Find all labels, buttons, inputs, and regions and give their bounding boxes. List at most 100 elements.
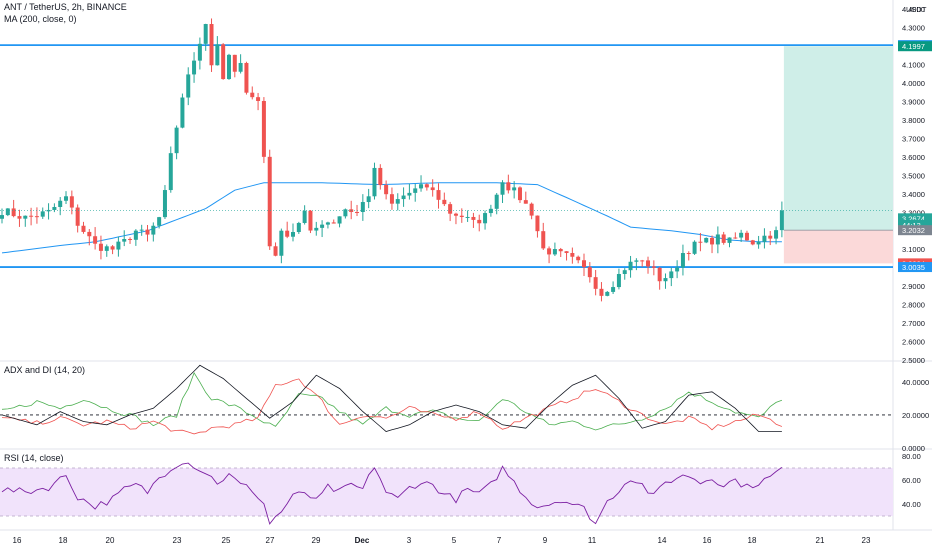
price-tick-label: 3.4000 [902,190,925,199]
candle-body [558,249,563,252]
price-tick-label: 3.3000 [902,208,925,217]
candle-body [285,230,290,237]
adx-tick-label: 0.0000 [902,444,925,453]
candle-body [168,153,173,191]
candle-body [40,211,45,217]
adx-tick-label: 40.0000 [902,378,929,387]
date-tick-label: 14 [658,536,667,545]
candle-body [599,288,604,296]
candle-body [430,187,435,191]
rsi-tick-label: 40.00 [902,500,921,509]
candle-body [692,241,697,254]
candle-body [698,241,703,243]
candle-body [570,253,575,257]
price-tick-label: 2.8000 [902,301,925,310]
rsi-legend[interactable]: RSI (14, close) [4,453,64,463]
candle-body [622,270,627,274]
candle-body [750,240,755,245]
candle-body [389,194,394,204]
candle-body [139,229,144,231]
date-tick-label: 16 [703,536,712,545]
price-tick-label: 3.6000 [902,153,925,162]
candle-body [727,237,732,243]
candle-body [512,187,517,191]
price-tick-label: 4.3000 [902,24,925,33]
candle-body [646,260,651,267]
candle-body [582,260,586,268]
candle-body [640,260,645,262]
candle-body [87,231,92,237]
price-tick-label: 2.9000 [902,282,925,291]
candle-body [477,219,482,224]
candle-body [320,224,325,228]
rsi-tick-label: 80.00 [902,452,921,461]
candle-body [552,249,557,255]
candle-body [5,208,10,216]
candle-body [779,210,784,231]
candle-body [69,196,74,208]
candle-body [384,185,389,195]
candle-body [605,291,610,296]
candle-body [471,216,476,220]
candle-body [704,237,709,243]
candle-body [192,60,197,75]
price-tick-label: 4.4000 [902,5,925,14]
candle-body [279,230,284,256]
candle-body [576,256,581,261]
price-tick-label: 3.8000 [902,116,925,125]
candle-body [162,190,167,218]
candle-body [669,271,674,279]
candle-body [0,215,4,219]
candle-body [395,199,400,204]
adx-legend[interactable]: ADX and DI (14, 20) [4,365,86,375]
ma-legend[interactable]: MA (200, close, 0) [4,14,77,24]
date-tick-label: 27 [266,536,275,545]
candle-body [483,213,488,224]
candle-body [232,54,237,72]
candle-body [151,225,156,235]
date-tick-label: 23 [173,536,182,545]
rsi-line [1,462,783,525]
candle-body [744,232,749,241]
date-tick-label: 9 [543,536,548,545]
candle-body [710,237,715,245]
candle-body [372,167,377,197]
candle-body [157,217,162,226]
symbol-legend[interactable]: ANT / TetherUS, 2h, BINANCE [4,2,127,12]
candle-body [459,215,464,218]
candle-body [296,222,301,233]
candle-body [75,207,80,226]
ma-line [1,182,782,254]
candle-body [436,190,441,200]
price-tick-label: 2.5000 [902,356,925,365]
candle-body [355,212,360,214]
candle-body [110,246,115,250]
candle-body [238,62,243,72]
candle-body [616,273,621,288]
date-tick-label: Dec [355,536,370,545]
candle-body [250,92,255,98]
candle-body [378,167,383,186]
date-tick-label: 18 [59,536,68,545]
position-stop-zone [783,230,893,264]
candle-body [506,182,511,191]
adx-series-adx [1,364,782,432]
candle-body [535,215,540,232]
candle-body [733,237,738,239]
candle-body [128,239,133,241]
date-tick-label: 11 [588,536,597,545]
price-tick-label: 4.1000 [902,61,925,70]
candle-body [774,230,779,239]
candle-body [34,216,39,218]
candle-body [547,248,552,255]
date-tick-label: 7 [497,536,502,545]
candle-body [308,210,313,231]
candle-body [17,216,22,219]
candle-body [762,235,767,242]
price-tag [898,219,932,230]
candle-body [104,246,109,251]
candle-body [331,222,336,224]
candle-body [564,251,569,254]
candle-body [98,243,103,251]
